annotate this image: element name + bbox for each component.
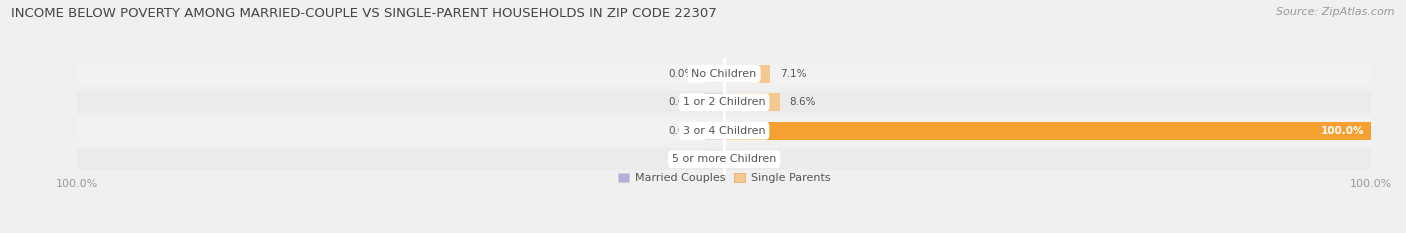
Text: 8.6%: 8.6% <box>789 97 815 107</box>
Bar <box>704 93 724 111</box>
Bar <box>704 65 724 83</box>
Text: 5 or more Children: 5 or more Children <box>672 154 776 164</box>
Bar <box>77 148 1371 171</box>
Bar <box>77 119 1371 142</box>
Text: Source: ZipAtlas.com: Source: ZipAtlas.com <box>1277 7 1395 17</box>
Bar <box>77 62 1371 85</box>
Text: No Children: No Children <box>692 69 756 79</box>
Bar <box>704 122 724 140</box>
Bar <box>704 150 724 168</box>
Bar <box>724 93 780 111</box>
Text: INCOME BELOW POVERTY AMONG MARRIED-COUPLE VS SINGLE-PARENT HOUSEHOLDS IN ZIP COD: INCOME BELOW POVERTY AMONG MARRIED-COUPL… <box>11 7 717 20</box>
Bar <box>724 65 770 83</box>
Text: 0.0%: 0.0% <box>669 154 695 164</box>
Text: 1 or 2 Children: 1 or 2 Children <box>683 97 765 107</box>
Bar <box>77 91 1371 114</box>
Legend: Married Couples, Single Parents: Married Couples, Single Parents <box>617 173 831 183</box>
Text: 0.0%: 0.0% <box>754 154 779 164</box>
Bar <box>724 150 744 168</box>
Text: 0.0%: 0.0% <box>669 126 695 136</box>
Text: 7.1%: 7.1% <box>780 69 806 79</box>
Text: 100.0%: 100.0% <box>1320 126 1364 136</box>
Text: 3 or 4 Children: 3 or 4 Children <box>683 126 765 136</box>
Text: 0.0%: 0.0% <box>669 97 695 107</box>
Text: 0.0%: 0.0% <box>669 69 695 79</box>
Bar <box>724 122 1371 140</box>
